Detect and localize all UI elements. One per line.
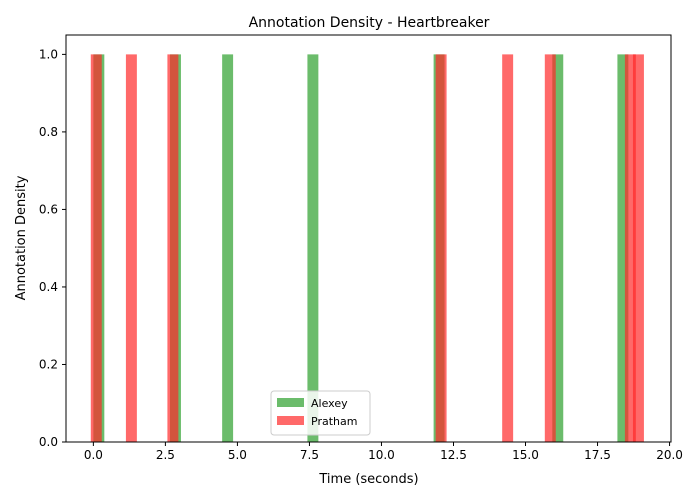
legend: Alexey Pratham	[270, 390, 371, 436]
x-tick-label: 20.0	[656, 448, 683, 462]
x-axis-ticks: 0.0 2.5 5.0 7.5 10.0 12.5 15.0 17.5 20.0	[84, 442, 683, 462]
bar-alexey-5	[552, 54, 564, 442]
bar-pratham-0	[90, 54, 102, 442]
bar-alexey-6	[617, 54, 629, 442]
x-tick-label: 2.5	[156, 448, 175, 462]
bar-pratham-4	[502, 54, 514, 442]
y-tick-label: 0.4	[39, 280, 58, 294]
y-axis-label: Annotation Density	[14, 175, 29, 300]
x-tick-label: 12.5	[440, 448, 467, 462]
legend-label-alexey: Alexey	[311, 397, 348, 410]
bar-pratham-6	[624, 54, 636, 442]
y-tick-label: 0.6	[39, 202, 58, 216]
legend-swatch-pratham	[277, 416, 304, 425]
bar-pratham-7	[632, 54, 644, 442]
bar-alexey-2	[222, 54, 234, 442]
x-tick-label: 17.5	[584, 448, 611, 462]
x-tick-label: 7.5	[300, 448, 319, 462]
legend-swatch-alexey	[277, 398, 304, 407]
x-axis-label: Time (seconds)	[318, 472, 418, 487]
bars-layer	[90, 54, 644, 442]
bar-alexey-3	[307, 54, 319, 442]
plot-frame	[65, 34, 672, 443]
y-tick-label: 0.8	[39, 125, 58, 139]
x-tick-label: 0.0	[84, 448, 103, 462]
x-tick-label: 5.0	[228, 448, 247, 462]
y-axis-ticks: 0.0 0.2 0.4 0.6 0.8 1.0	[39, 47, 66, 449]
x-tick-label: 15.0	[512, 448, 539, 462]
bar-pratham-5	[544, 54, 556, 442]
y-tick-label: 1.0	[39, 47, 58, 61]
bar-pratham-3	[435, 54, 447, 442]
chart-title: Annotation Density - Heartbreaker	[249, 15, 490, 31]
bar-pratham-2	[167, 54, 179, 442]
x-tick-label: 10.0	[368, 448, 395, 462]
legend-label-pratham: Pratham	[311, 415, 357, 428]
y-tick-label: 0.0	[39, 435, 58, 449]
bar-pratham-1	[125, 54, 137, 442]
y-tick-label: 0.2	[39, 357, 58, 371]
